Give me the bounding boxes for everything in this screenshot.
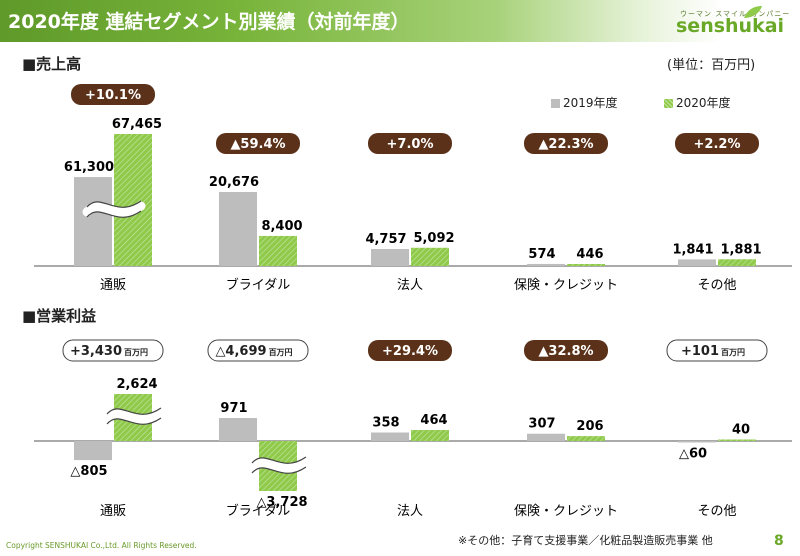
sales-axis-break-edge-top: [86, 200, 142, 208]
page-number: 8: [774, 533, 784, 549]
sales-bar-2019-4: [678, 259, 716, 266]
sales-change-text-3: ▲22.3%: [538, 137, 593, 152]
legend-2019-swatch: [551, 99, 560, 108]
profit-axis-break-0-edge-top: [106, 407, 162, 415]
sales-value-2019-1: 20,676: [209, 175, 259, 190]
sales-value-2020-3: 446: [576, 247, 603, 262]
profit-value-2019-3: 307: [528, 417, 555, 432]
sales-value-2019-4: 1,841: [672, 242, 713, 257]
sales-change-badge-0: [71, 84, 155, 105]
profit-category-4: その他: [697, 504, 736, 519]
sales-bar-2019-0: [74, 177, 112, 266]
brand-logo: senshukai: [676, 15, 785, 37]
profit-category-0: 通販: [100, 504, 126, 519]
sales-category-4: その他: [697, 278, 736, 293]
legend-2020: 2020年度: [664, 94, 731, 111]
sales-value-2020-2: 5,092: [413, 231, 454, 246]
profit-change-text-3: ▲32.8%: [538, 344, 593, 359]
profit-bar-2019-0: [74, 441, 112, 461]
sales-category-1: ブライダル: [226, 277, 290, 293]
profit-change-text-1: △4,699 百万円: [215, 344, 292, 359]
profit-change-text-0: +3,430 百万円: [70, 344, 148, 359]
sales-change-text-0: +10.1%: [85, 88, 141, 103]
profit-value-2019-1: 971: [220, 401, 247, 416]
profit-value-2019-0: △805: [70, 464, 107, 479]
sales-change-badge-1: [216, 133, 300, 154]
sales-change-badge-3: [524, 133, 608, 154]
page-title: 2020年度 連結セグメント別業績（対前年度）: [8, 11, 410, 33]
profit-change-text-2: +29.4%: [382, 344, 438, 359]
profit-change-badge-0: [62, 339, 164, 362]
sales-change-text-4: +2.2%: [694, 137, 741, 152]
profit-value-2020-0: 2,624: [116, 377, 157, 392]
profit-section-title: ■営業利益: [22, 307, 97, 325]
copyright: Copyright SENSHUKAI Co.,Ltd. All Rights …: [6, 541, 197, 550]
sales-category-3: 保険・クレジット: [514, 278, 618, 293]
sales-bar-2019-2: [371, 248, 409, 266]
legend-2019: 2019年度: [551, 94, 618, 111]
sales-value-2019-2: 4,757: [365, 232, 406, 247]
legend-2020-label: 2020年度: [676, 96, 731, 110]
profit-value-2020-4: 40: [732, 423, 750, 438]
sales-axis-break: [82, 201, 146, 217]
title-bar: 2020年度 連結セグメント別業績（対前年度） ウーマン スマイル カンパニー …: [0, 0, 800, 42]
profit-bar-2020-3: [567, 436, 605, 441]
profit-change-badge-3: [524, 340, 608, 361]
sales-value-2020-4: 1,881: [720, 242, 761, 257]
profit-bar-2020-4: [718, 439, 756, 441]
footnote: ※その他：子育て支援事業／化粧品製造販売事業 他: [458, 534, 713, 547]
profit-value-2019-4: △60: [679, 447, 707, 462]
profit-value-2020-3: 206: [576, 419, 603, 434]
profit-axis-break-0-edge-bottom: [106, 417, 162, 425]
sales-bar-2020-4: [718, 259, 756, 266]
profit-category-2: 法人: [397, 504, 423, 519]
sales-section-title: ■売上高: [22, 55, 82, 73]
sales-bar-2019-1: [219, 192, 257, 266]
sales-bar-2020-1: [259, 235, 297, 266]
sales-change-text-1: ▲59.4%: [230, 137, 285, 152]
profit-change-badge-2: [368, 340, 452, 361]
profit-bar-2019-3: [527, 433, 565, 441]
profit-change-badge-4: [666, 339, 768, 362]
profit-axis-break-1-edge-top: [251, 456, 307, 464]
sales-value-2020-0: 67,465: [112, 117, 162, 132]
sales-change-text-2: +7.0%: [387, 137, 434, 152]
sales-bar-2019-3: [527, 263, 565, 266]
profit-change-text-4: +101 百万円: [681, 344, 745, 359]
legend-2020-swatch: [664, 99, 673, 108]
brand-tagline: ウーマン スマイル カンパニー: [680, 10, 791, 18]
profit-change-badge-1: [207, 339, 309, 362]
sales-value-2019-3: 574: [528, 247, 555, 262]
sales-bar-2020-2: [411, 247, 449, 266]
profit-bar-2020-2: [411, 430, 449, 441]
profit-axis-break-1-edge-bottom: [251, 466, 307, 474]
sales-category-2: 法人: [397, 278, 423, 293]
sales-bar-2020-3: [567, 264, 605, 266]
leaf-icon: [744, 6, 762, 18]
profit-bar-2019-4: [678, 441, 716, 443]
legend-2019-label: 2019年度: [563, 96, 618, 110]
sales-value-2020-1: 8,400: [261, 219, 302, 234]
profit-bar-2019-2: [371, 432, 409, 441]
sales-value-2019-0: 61,300: [64, 160, 114, 175]
sales-category-0: 通販: [100, 278, 126, 293]
profit-axis-break-0: [102, 408, 166, 424]
profit-value-2019-2: 358: [372, 416, 399, 431]
unit-label: (単位：百万円): [667, 58, 756, 73]
profit-category-1: ブライダル: [226, 503, 290, 519]
sales-axis-break-edge-bottom: [86, 210, 142, 218]
profit-category-3: 保険・クレジット: [514, 504, 618, 519]
sales-bar-2020-0: [114, 134, 152, 266]
sales-change-badge-2: [368, 133, 452, 154]
profit-axis-break-1: [247, 457, 311, 473]
profit-bar-2019-1: [219, 418, 257, 441]
sales-change-badge-4: [675, 133, 759, 154]
profit-value-2020-2: 464: [420, 413, 447, 428]
profit-value-2020-1: △3,728: [256, 495, 307, 510]
